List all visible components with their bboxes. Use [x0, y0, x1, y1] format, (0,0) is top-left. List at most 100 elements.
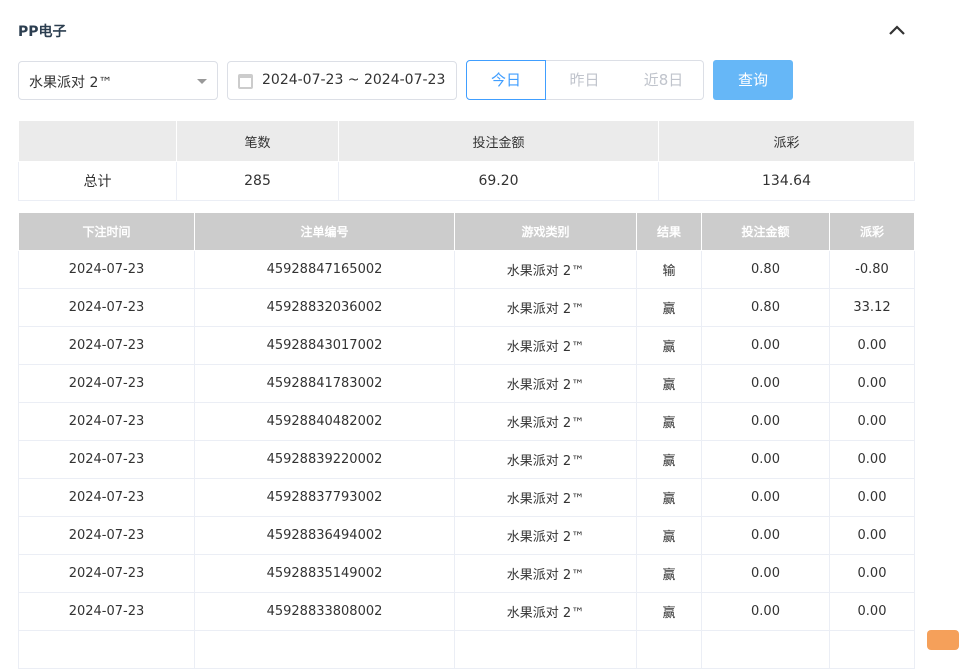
table-cell: 45928837793002 — [194, 478, 455, 517]
calendar-icon — [238, 74, 253, 89]
table-cell: 赢 — [636, 326, 702, 365]
table-row: 2024-07-23 45928840482002 水果派对 2™ 赢 0.00 0.00 — [18, 402, 915, 441]
table-cell: 0.00 — [701, 592, 830, 631]
summary-table: 笔数 投注金额 派彩 总计 285 69.20 134.64 — [18, 120, 915, 201]
table-cell: 赢 — [636, 402, 702, 441]
table-cell: 水果派对 2™ — [454, 592, 637, 631]
table-row: 2024-07-23 45928841783002 水果派对 2™ 赢 0.00 0.00 — [18, 364, 915, 403]
table-cell: 水果派对 2™ — [454, 478, 637, 517]
table-row: 2024-07-23 45928847165002 水果派对 2™ 输 0.80 -0.8… — [18, 250, 915, 289]
table-cell: 赢 — [636, 592, 702, 631]
table-cell: 赢 — [636, 364, 702, 403]
table-cell: 0.80 — [701, 288, 830, 327]
table-cell: 2024-07-23 — [18, 478, 195, 517]
table-row: 2024-07-23 45928843017002 水果派对 2™ 赢 0.00 0.00 — [18, 326, 915, 365]
caret-down-icon — [197, 79, 207, 84]
table-cell: 0.00 — [829, 516, 915, 555]
section-title: PP电子 — [18, 24, 67, 40]
table-cell: 2024-07-23 — [18, 326, 195, 365]
table-cell: 赢 — [636, 440, 702, 479]
bet-records-table: 下注时间 注单编号 游戏类别 结果 投注金额 派彩 2024-07-23 459288471… — [18, 212, 915, 669]
column-header: 派彩 — [829, 212, 915, 251]
table-cell: 0.00 — [829, 478, 915, 517]
game-select-value: 水果派对 2™ — [29, 75, 113, 91]
table-cell: 赢 — [636, 554, 702, 593]
table-cell: 水果派对 2™ — [454, 554, 637, 593]
table-row: 2024-07-23 45928832036002 水果派对 2™ 赢 0.80 33.1… — [18, 288, 915, 327]
table-cell: 水果派对 2™ — [454, 364, 637, 403]
table-cell: 水果派对 2™ — [454, 440, 637, 479]
table-cell: 2024-07-23 — [18, 402, 195, 441]
table-cell: 45928835149002 — [194, 554, 455, 593]
table-cell: 0.00 — [829, 440, 915, 479]
table-cell: 45928847165002 — [194, 250, 455, 289]
today-button[interactable]: 今日 — [466, 60, 546, 100]
table-cell: 0.00 — [829, 402, 915, 441]
table-cell: 2024-07-23 — [18, 288, 195, 327]
summary-cell: 69.20 — [338, 161, 659, 201]
collapse-chevron-up-icon[interactable] — [886, 20, 908, 40]
table-cell: 0.00 — [829, 592, 915, 631]
table-row: 2024-07-23 45928837793002 水果派对 2™ 赢 0.00 0.00 — [18, 478, 915, 517]
table-cell: 0.00 — [701, 402, 830, 441]
query-button[interactable]: 查询 — [713, 60, 793, 100]
table-cell: 45928833808002 — [194, 592, 455, 631]
table-cell: 0.00 — [701, 440, 830, 479]
column-header: 下注时间 — [18, 212, 195, 251]
column-header: 游戏类别 — [454, 212, 637, 251]
summary-header — [18, 120, 177, 162]
table-cell: 水果派对 2™ — [454, 250, 637, 289]
table-cell: 45928832036002 — [194, 288, 455, 327]
table-cell: 2024-07-23 — [18, 516, 195, 555]
floating-widget-icon[interactable] — [927, 630, 959, 650]
table-row: 2024-07-23 45928839220002 水果派对 2™ 赢 0.00 0.00 — [18, 440, 915, 479]
yesterday-button[interactable]: 昨日 — [545, 60, 625, 100]
summary-header: 投注金额 — [338, 120, 659, 162]
summary-row: 总计 285 69.20 134.64 — [18, 161, 915, 201]
table-cell: 水果派对 2™ — [454, 288, 637, 327]
table-cell: 水果派对 2™ — [454, 402, 637, 441]
summary-header: 笔数 — [176, 120, 339, 162]
summary-header: 派彩 — [658, 120, 915, 162]
table-cell: 0.00 — [701, 364, 830, 403]
table-cell: 45928843017002 — [194, 326, 455, 365]
table-row: 2024-07-23 45928835149002 水果派对 2™ 赢 0.00 0.00 — [18, 554, 915, 593]
table-cell: 45928839220002 — [194, 440, 455, 479]
table-cell: 赢 — [636, 516, 702, 555]
table-cell: 0.00 — [829, 326, 915, 365]
column-header: 结果 — [636, 212, 702, 251]
table-row-partial — [18, 630, 915, 669]
summary-cell: 285 — [176, 161, 339, 201]
table-cell: 水果派对 2™ — [454, 326, 637, 365]
table-cell: 输 — [636, 250, 702, 289]
table-cell: 33.12 — [829, 288, 915, 327]
table-cell: 0.00 — [829, 554, 915, 593]
table-cell: 45928836494002 — [194, 516, 455, 555]
table-cell: 2024-07-23 — [18, 250, 195, 289]
table-cell: 0.80 — [701, 250, 830, 289]
table-cell: 水果派对 2™ — [454, 516, 637, 555]
table-cell: 赢 — [636, 288, 702, 327]
last-8-days-button[interactable]: 近8日 — [624, 60, 704, 100]
date-range-picker[interactable]: 2024-07-23 ~ 2024-07-23 — [227, 61, 457, 100]
table-row: 2024-07-23 45928833808002 水果派对 2™ 赢 0.00 0.00 — [18, 592, 915, 631]
table-cell: 赢 — [636, 478, 702, 517]
table-cell: 45928840482002 — [194, 402, 455, 441]
table-cell: 45928841783002 — [194, 364, 455, 403]
summary-cell: 总计 — [18, 161, 177, 201]
table-cell: 0.00 — [829, 364, 915, 403]
table-cell: 0.00 — [701, 326, 830, 365]
table-cell: 0.00 — [701, 478, 830, 517]
date-range-value: 2024-07-23 ~ 2024-07-23 — [262, 72, 446, 88]
table-cell: 2024-07-23 — [18, 364, 195, 403]
summary-cell: 134.64 — [658, 161, 915, 201]
table-cell: -0.80 — [829, 250, 915, 289]
column-header: 注单编号 — [194, 212, 455, 251]
table-cell: 2024-07-23 — [18, 554, 195, 593]
table-cell: 0.00 — [701, 554, 830, 593]
table-row: 2024-07-23 45928836494002 水果派对 2™ 赢 0.00 0.00 — [18, 516, 915, 555]
game-select[interactable]: 水果派对 2™ — [18, 61, 218, 100]
table-cell: 2024-07-23 — [18, 592, 195, 631]
column-header: 投注金额 — [701, 212, 830, 251]
table-cell: 2024-07-23 — [18, 440, 195, 479]
